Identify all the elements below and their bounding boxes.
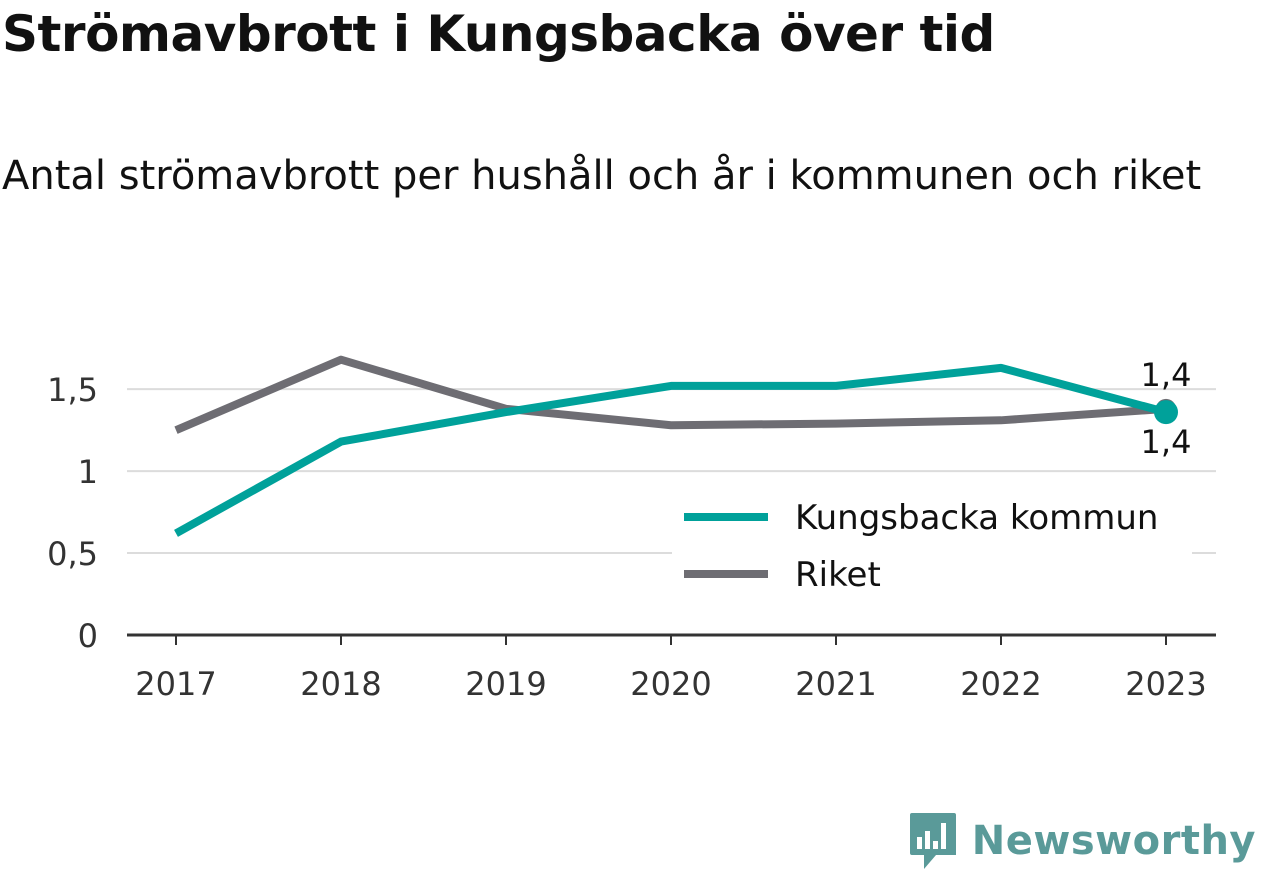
x-tick-label: 2017 (135, 665, 216, 703)
end-label-kungsbacka-kommun: 1,4 (1141, 423, 1192, 461)
y-tick-label: 0 (78, 617, 98, 655)
newsworthy-brand[interactable]: Newsworthy (908, 811, 1256, 871)
chart-subtitle: Antal strömavbrott per hushåll och år i … (2, 153, 1202, 199)
brand-name: Newsworthy (971, 818, 1256, 864)
chart-logo-icon (909, 813, 956, 869)
x-tick-label: 2018 (300, 665, 381, 703)
y-tick-label: 1 (78, 453, 98, 491)
x-tick-label: 2023 (1125, 665, 1206, 703)
y-tick-label: 0,5 (47, 535, 98, 573)
x-tick-label: 2022 (960, 665, 1041, 703)
end-label-riket: 1,4 (1141, 356, 1192, 394)
series-line-kungsbacka-kommun (174, 363, 1168, 537)
y-tick-label: 1,5 (47, 371, 98, 409)
x-tick-label: 2021 (795, 665, 876, 703)
legend-label: Riket (795, 555, 881, 595)
chart-title: Strömavbrott i Kungsbacka över tid (2, 5, 995, 63)
legend-label: Kungsbacka kommun (795, 498, 1158, 538)
x-tick-label: 2019 (465, 665, 546, 703)
legend-box (672, 490, 1192, 602)
end-marker-kungsbacka-kommun (1154, 400, 1178, 425)
x-tick-label: 2020 (630, 665, 711, 703)
series-line-riket (174, 355, 1167, 434)
